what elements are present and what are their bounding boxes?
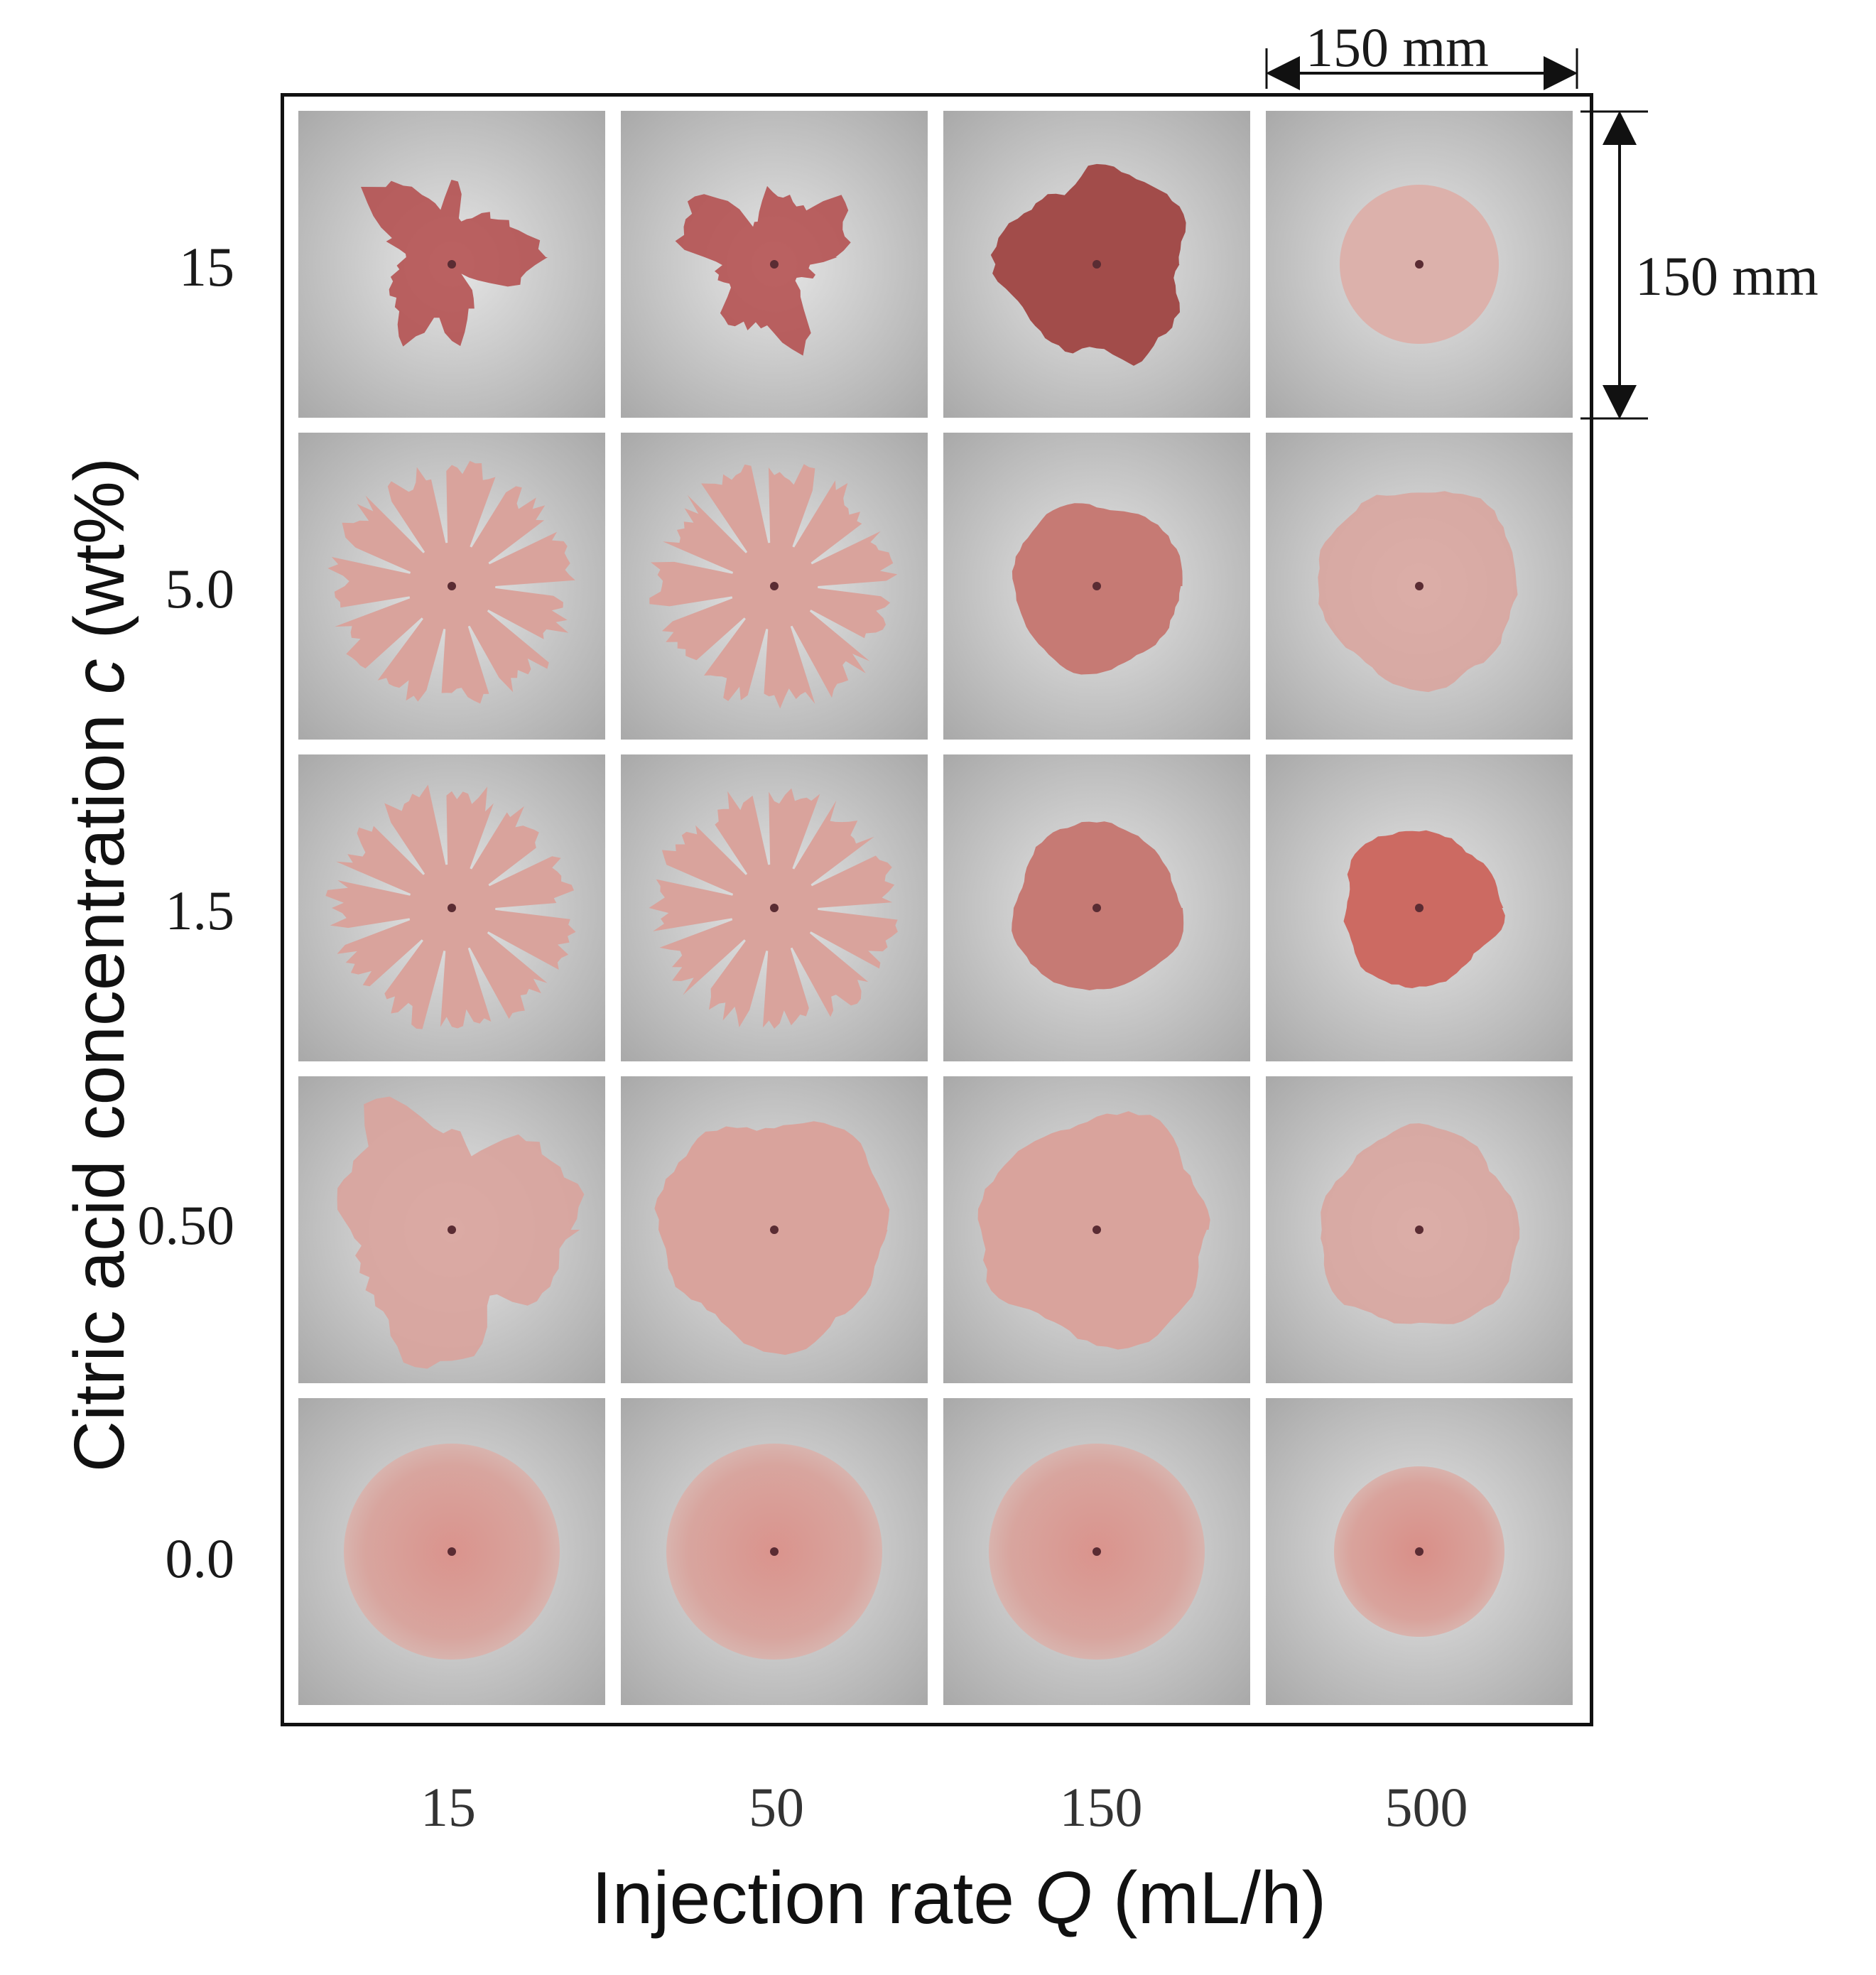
pattern-tile-r2-c3 [943, 433, 1250, 740]
scale-bar-horizontal-label: 150 mm [1306, 16, 1489, 78]
x-axis-title-variable: Q [1035, 1857, 1092, 1939]
pattern-tile-r2-c1 [298, 433, 605, 740]
pattern-tile-r5-c2 [621, 1398, 928, 1705]
y-axis-title-variable: c [60, 659, 139, 695]
x-axis-title: Injection rate Q (mL/h) [497, 1861, 1421, 1935]
pattern-tile-r4-c3 [943, 1076, 1250, 1383]
pattern-tile-r1-c3 [943, 111, 1250, 418]
row-label-5: 0.0 [165, 1527, 235, 1589]
image-grid-frame [281, 93, 1593, 1726]
scale-bar-vertical-label: 150 mm [1635, 245, 1818, 307]
pattern-tile-r1-c1 [298, 111, 605, 418]
pattern-tile-r3-c2 [621, 754, 928, 1061]
pattern-tile-r3-c1 [298, 754, 605, 1061]
row-label-4: 0.50 [137, 1194, 235, 1256]
row-label-2: 5.0 [165, 558, 235, 619]
row-label-3: 1.5 [165, 880, 235, 941]
pattern-tile-r3-c3 [943, 754, 1250, 1061]
pattern-tile-r2-c2 [621, 433, 928, 740]
pattern-tile-r3-c4 [1266, 754, 1573, 1061]
pattern-tile-r5-c4 [1266, 1398, 1573, 1705]
y-axis-title-prefix: Citric acid concentration [60, 694, 139, 1473]
pattern-tile-r4-c2 [621, 1076, 928, 1383]
pattern-tile-r2-c4 [1266, 433, 1573, 740]
y-axis-title: Citric acid concentration c (wt%) [60, 254, 139, 1675]
row-label-1: 15 [179, 236, 234, 298]
pattern-tile-r5-c1 [298, 1398, 605, 1705]
col-label-3: 150 [1059, 1776, 1143, 1838]
pattern-tile-r1-c2 [621, 111, 928, 418]
x-axis-title-prefix: Injection rate [591, 1857, 1036, 1939]
pattern-tile-r4-c1 [298, 1076, 605, 1383]
col-label-1: 15 [421, 1776, 476, 1838]
pattern-tile-r1-c4 [1266, 111, 1573, 418]
x-axis-title-suffix: (mL/h) [1092, 1857, 1327, 1939]
col-label-2: 50 [749, 1776, 804, 1838]
col-label-4: 500 [1384, 1776, 1468, 1838]
pattern-tile-r5-c3 [943, 1398, 1250, 1705]
pattern-tile-r4-c4 [1266, 1076, 1573, 1383]
y-axis-title-suffix: (wt%) [60, 457, 139, 659]
